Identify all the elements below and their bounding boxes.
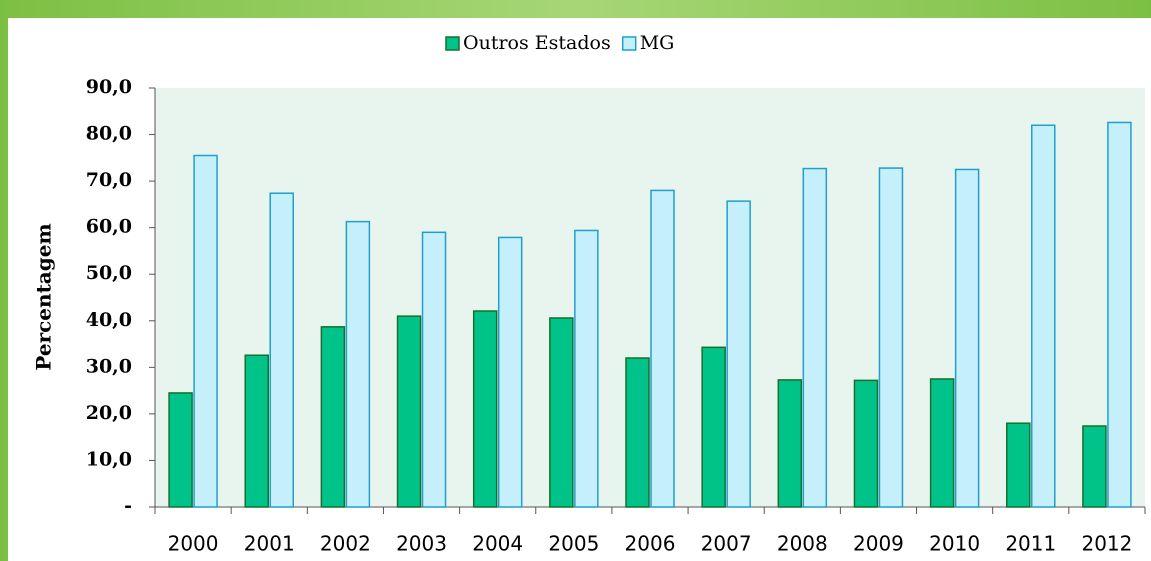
bar: [1006, 422, 1031, 508]
bar: [497, 236, 523, 508]
bar: [625, 357, 650, 508]
bar: [193, 154, 218, 508]
bar: [1031, 124, 1056, 508]
bar: [472, 310, 498, 508]
x-tick-label: 2009: [853, 532, 904, 556]
x-tick-label: 2000: [168, 532, 219, 556]
bar: [726, 200, 751, 508]
bar: [853, 379, 879, 508]
bar: [777, 379, 803, 508]
bar: [421, 231, 447, 508]
bar: [650, 189, 675, 508]
bar: [954, 168, 980, 508]
bar: [574, 229, 599, 508]
y-tick-label: 20,0: [86, 402, 132, 424]
legend-label: MG: [640, 32, 675, 54]
y-tick-label: 50,0: [86, 262, 132, 284]
bar: [701, 346, 726, 508]
legend-label: Outros Estados: [463, 32, 611, 54]
y-tick-label: 40,0: [86, 309, 132, 331]
y-tick-label: 60,0: [86, 216, 132, 238]
x-tick-label: 2012: [1081, 532, 1132, 556]
x-tick-label: 2006: [625, 532, 676, 556]
plot-area: [155, 88, 1145, 507]
bar: [802, 167, 828, 508]
x-tick-label: 2004: [472, 532, 523, 556]
x-tick-label: 2005: [548, 532, 599, 556]
x-tick-label: 2007: [701, 532, 752, 556]
bar: [396, 315, 422, 508]
bar: [1107, 121, 1132, 508]
y-tick-label: 10,0: [86, 448, 132, 470]
legend-swatch: [621, 36, 637, 51]
y-axis-label: Percentagem: [32, 223, 56, 370]
y-tick-label: 30,0: [86, 355, 132, 377]
bar: [320, 326, 346, 508]
bar: [1082, 425, 1107, 508]
bar: [929, 378, 955, 508]
bar: [269, 192, 294, 508]
x-tick-label: 2011: [1005, 532, 1056, 556]
y-tick-label: 70,0: [86, 169, 132, 191]
x-tick-label: 2001: [244, 532, 295, 556]
y-tick-label: -: [124, 495, 132, 517]
legend-swatch: [445, 36, 460, 51]
y-tick-label: 80,0: [86, 123, 132, 145]
x-tick-label: 2002: [320, 532, 371, 556]
bar: [878, 167, 904, 508]
x-tick-label: 2008: [777, 532, 828, 556]
bar: [168, 392, 193, 508]
x-tick-label: 2010: [929, 532, 980, 556]
bar: [244, 354, 269, 508]
bar: [549, 317, 574, 508]
x-tick-label: 2003: [396, 532, 447, 556]
y-tick-label: 90,0: [86, 76, 132, 98]
bar: [345, 220, 371, 508]
